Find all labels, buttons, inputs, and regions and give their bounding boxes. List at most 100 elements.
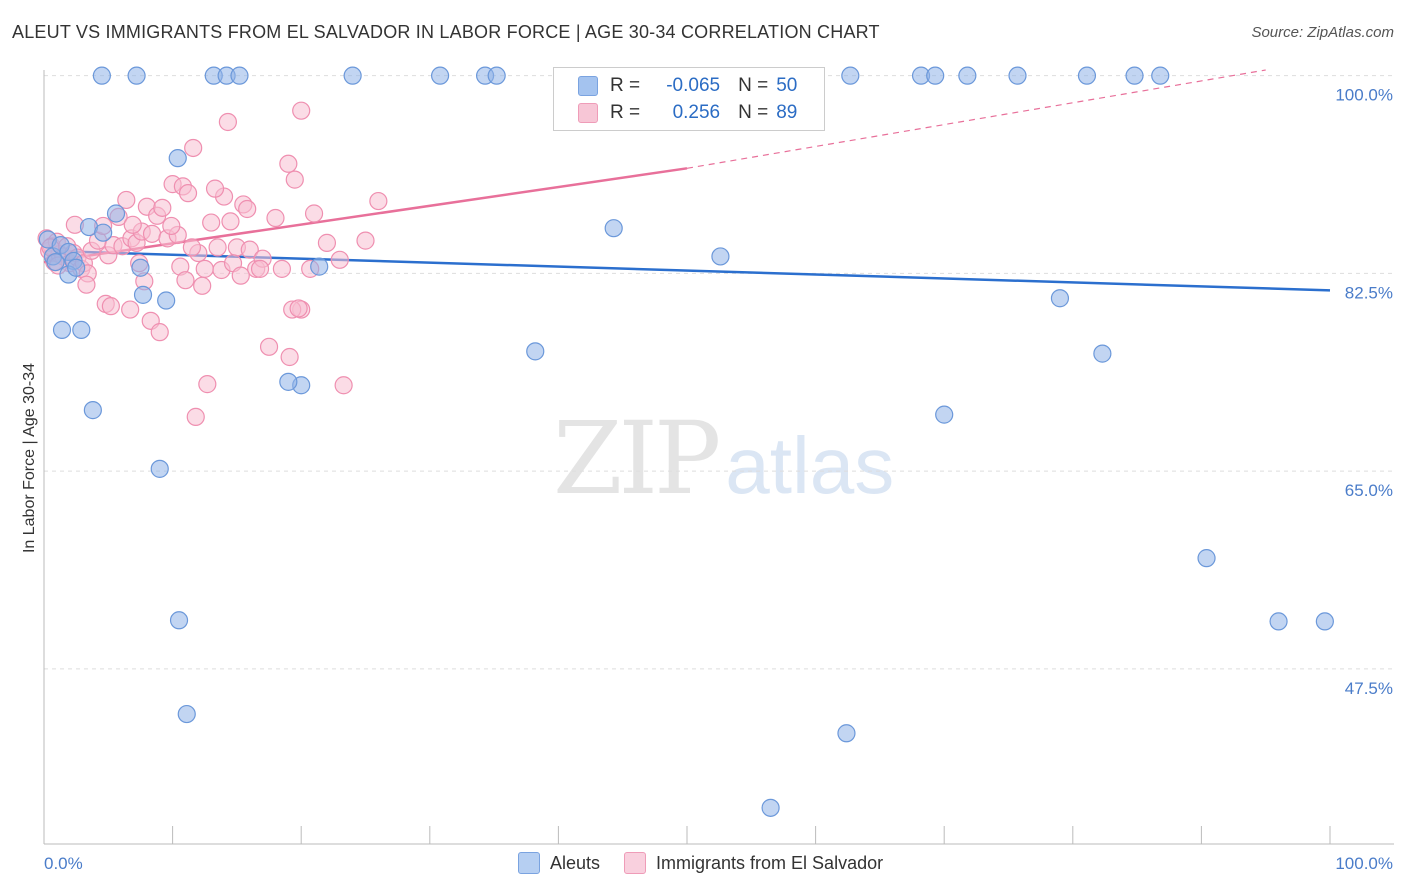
el-salvador-point-78 [259, 337, 279, 356]
aleut-point-49 [177, 704, 196, 724]
series-legend-aleuts[interactable]: Aleuts [518, 852, 600, 874]
el-salvador-trend-line [43, 167, 688, 264]
aleut-point-16 [1151, 66, 1170, 85]
el-salvador-point-87 [162, 216, 181, 236]
aleut-point-30 [157, 291, 176, 310]
aleut-point-39 [526, 342, 545, 361]
series-label-aleuts: Aleuts [550, 852, 601, 873]
el-salvador-point-71 [250, 259, 270, 278]
legend-r-label: R = [610, 102, 641, 123]
legend-n-label: N = [738, 75, 769, 96]
legend-r-label: R = [610, 75, 641, 96]
el-salvador-point-54 [369, 191, 388, 211]
el-salvador-point-88 [238, 199, 257, 219]
aleut-point-27 [106, 204, 126, 223]
aleut-point-1 [127, 66, 146, 85]
series-legend-el-salvador[interactable]: Immigrants from El Salvador [624, 852, 883, 874]
watermark-zip: ZIP [553, 400, 721, 517]
el-salvador-point-34 [184, 138, 203, 158]
aleut-point-24 [94, 223, 113, 242]
series-legend: Aleuts Immigrants from El Salvador [518, 852, 907, 874]
aleut-point-6 [430, 66, 450, 85]
el-salvador-point-58 [101, 297, 120, 316]
aleut-point-47 [1269, 612, 1288, 631]
el-salvador-point-48 [285, 170, 304, 189]
el-salvador-point-26 [142, 224, 162, 243]
aleut-point-51 [761, 798, 780, 817]
legend-row-aleuts: R = -0.065 N = 50 [578, 73, 797, 99]
el-salvador-point-56 [77, 275, 96, 294]
el-salvador-point-63 [150, 323, 169, 342]
legend-r-value: 0.256 [672, 102, 721, 123]
aleut-point-35 [1050, 289, 1070, 308]
aleut-point-41 [279, 372, 298, 391]
aleut-point-29 [133, 285, 153, 304]
watermark: ZIP atlas [553, 400, 894, 517]
aleut-point-5 [343, 66, 362, 85]
data-points [37, 66, 1334, 817]
y-tick-label-2: 65.0% [1345, 481, 1393, 500]
el-salvador-point-85 [205, 179, 225, 198]
el-salvador-point-65 [176, 271, 195, 290]
legend-row-el-salvador: R = 0.256 N = 89 [578, 100, 797, 126]
y-tick-label-1: 82.5% [1345, 283, 1393, 302]
el-salvador-point-70 [231, 266, 250, 285]
el-salvador-point-74 [289, 299, 308, 318]
y-tick-label-3: 47.5% [1345, 679, 1393, 698]
x-tick-label-0: 0.0% [44, 854, 83, 873]
el-salvador-point-59 [121, 300, 140, 319]
aleut-point-9 [841, 66, 860, 85]
aleut-point-0 [92, 66, 111, 85]
y-axis-label: In Labor Force | Age 30-34 [21, 363, 38, 553]
aleut-point-36 [1093, 344, 1112, 363]
aleut-point-11 [926, 66, 945, 85]
watermark-atlas: atlas [725, 421, 895, 510]
el-salvador-point-43 [240, 240, 259, 259]
el-salvador-point-79 [280, 347, 299, 367]
legend-n-value: 50 [776, 75, 798, 96]
aleut-point-8 [487, 66, 506, 85]
chart-title: ALEUT VS IMMIGRANTS FROM EL SALVADOR IN … [12, 22, 880, 42]
aleut-point-4 [230, 66, 249, 85]
aleut-point-28 [131, 258, 150, 277]
legend-swatch-aleuts [578, 76, 598, 96]
chart-source: Source: ZipAtlas.com [1251, 24, 1394, 41]
grid-lines [44, 75, 1394, 670]
el-salvador-point-47 [279, 154, 298, 173]
legend-n-label: N = [738, 102, 769, 123]
y-tick-label-0: 100.0% [1335, 86, 1393, 105]
el-salvador-point-82 [186, 407, 205, 426]
series-label-el-salvador: Immigrants from El Salvador [656, 852, 884, 873]
el-salvador-point-33 [178, 184, 198, 203]
el-salvador-point-72 [272, 259, 292, 278]
el-salvador-point-37 [202, 213, 221, 232]
aleut-point-38 [72, 320, 91, 339]
el-salvador-point-86 [123, 215, 142, 234]
el-salvador-point-40 [221, 212, 240, 231]
aleut-point-19 [46, 252, 65, 272]
aleut-point-33 [604, 219, 623, 238]
aleut-point-42 [83, 401, 102, 420]
el-salvador-point-36 [195, 259, 214, 278]
aleut-point-37 [52, 320, 72, 339]
aleut-point-45 [1197, 549, 1216, 568]
el-salvador-point-80 [198, 375, 217, 394]
el-salvador-point-21 [117, 190, 136, 210]
x-tick-label-1: 100.0% [1335, 854, 1393, 873]
aleut-point-26 [67, 258, 86, 277]
el-salvador-point-38 [208, 238, 227, 257]
aleut-point-46 [169, 611, 189, 630]
el-salvador-point-50 [304, 204, 324, 223]
series-swatch-el-salvador [624, 852, 647, 874]
aleut-point-43 [935, 405, 954, 424]
aleut-point-48 [1315, 612, 1334, 631]
aleut-point-34 [711, 247, 730, 266]
aleut-point-15 [1125, 66, 1144, 85]
el-salvador-point-81 [334, 376, 353, 395]
legend-swatch-el-salvador [578, 103, 598, 123]
el-salvador-point-46 [266, 208, 285, 228]
el-salvador-point-53 [356, 231, 375, 250]
aleut-point-32 [310, 257, 329, 276]
el-salvador-trend-extension [686, 69, 1266, 169]
el-salvador-point-84 [292, 101, 311, 120]
